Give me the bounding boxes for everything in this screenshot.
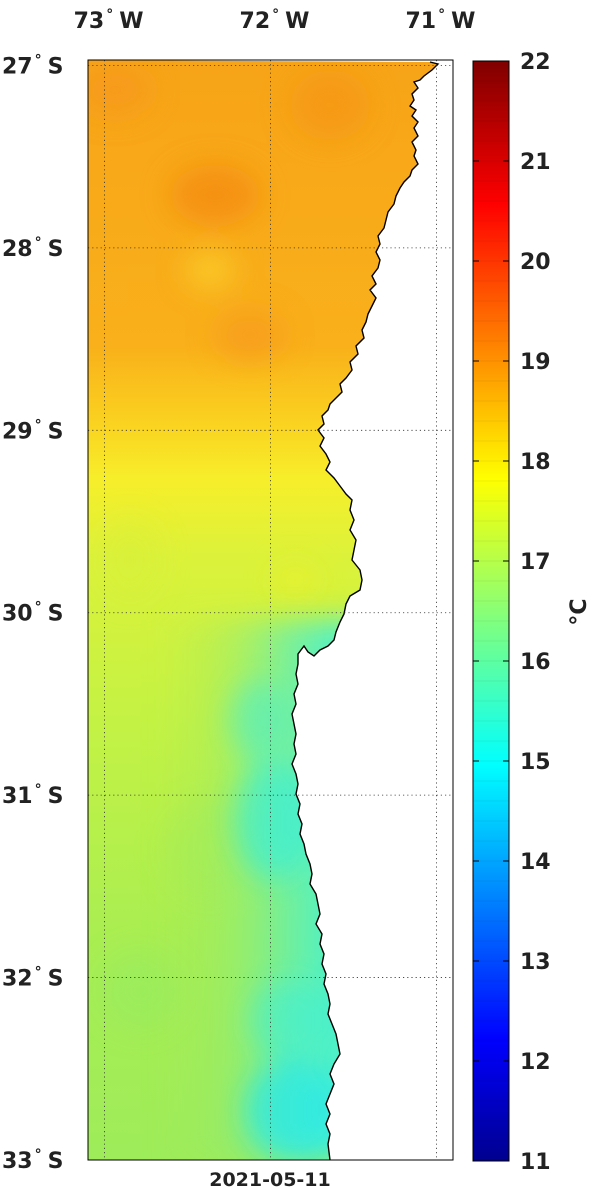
colorbar-unit: °C (567, 598, 592, 625)
longitude-label: 73 ° W (74, 7, 144, 34)
colorbar-tick-label: 17 (520, 550, 551, 575)
colorbar-tick-label: 15 (520, 750, 551, 775)
colorbar-ticks: 11 12 13 14 15 16 17 18 19 20 21 22 (473, 50, 551, 1175)
map-frame (87, 59, 454, 1161)
latitude-label: 29 ° S (2, 417, 63, 444)
colorbar-gradient (473, 61, 509, 1161)
latitude-label: 30 ° S (2, 600, 63, 627)
colorbar-tick-label: 14 (520, 850, 551, 875)
sst-coastal-eddies (230, 680, 345, 1160)
latitude-labels: 27 ° S 28 ° S 29 ° S 30 ° S 31 ° S 32 ° S 33 ° S (2, 52, 63, 1174)
colorbar-tick-label: 22 (520, 50, 551, 75)
colorbar: 11 12 13 14 15 16 17 18 19 20 21 22 °C (472, 50, 592, 1175)
latitude-label: 28 ° S (2, 235, 63, 262)
colorbar-tick-label: 18 (520, 450, 551, 475)
longitude-labels: 73 ° W 72 ° W 71 ° W (74, 7, 476, 34)
latitude-label: 31 ° S (2, 782, 63, 809)
date-label: 2021-05-11 (209, 1169, 331, 1188)
longitude-label: 72 ° W (240, 7, 310, 34)
colorbar-tick-label: 20 (520, 250, 551, 275)
latitude-label: 32 ° S (2, 965, 63, 992)
colorbar-frame (472, 60, 510, 1162)
longitude-label: 71 ° W (405, 7, 475, 34)
latitude-label: 33 ° S (2, 1147, 63, 1174)
coastline (291, 61, 440, 1161)
latitude-label: 27 ° S (2, 52, 63, 79)
colorbar-tick-label: 19 (520, 350, 551, 375)
colorbar-tick-label: 12 (520, 1050, 551, 1075)
colorbar-tick-label: 13 (520, 950, 551, 975)
colorbar-tick-label: 16 (520, 650, 551, 675)
colorbar-tick-label: 21 (520, 150, 551, 175)
colorbar-tick-label: 11 (520, 1150, 551, 1175)
sst-field (88, 60, 438, 1160)
sst-anomalies (88, 65, 370, 1030)
graticule (88, 60, 453, 1161)
